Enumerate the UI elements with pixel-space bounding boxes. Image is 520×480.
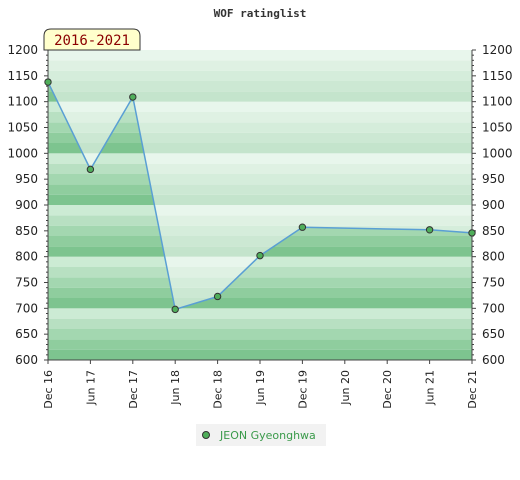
y-tick-label-right: 1200: [482, 43, 513, 57]
band-stripe: [48, 287, 472, 298]
band-stripe: [48, 329, 472, 340]
y-tick-label-left: 600: [15, 353, 38, 367]
x-axis: Dec 16 Jun 17 Dec 17 Jun 18 Dec 18 Jun 19 Dec …: [42, 359, 479, 409]
data-point[interactable]: Jun 19: 802: [256, 251, 264, 260]
band-stripe: [48, 318, 472, 329]
y-tick-label-left: 700: [15, 301, 38, 315]
y-tick-label-left: 900: [15, 198, 38, 212]
data-point[interactable]: Dec 19: 857: [298, 223, 307, 231]
data-point[interactable]: Dec 16: 1138: [44, 78, 52, 86]
x-tick-label: Dec 18: [212, 370, 225, 409]
x-tick-label: Dec 20: [381, 370, 394, 409]
y-tick-label-left: 800: [15, 250, 38, 264]
x-tick-label: Jun 19: [254, 370, 267, 406]
y-tick-label-right: 1050: [482, 121, 513, 135]
data-point[interactable]: Jun 21: 852: [425, 226, 434, 234]
data-point[interactable]: Dec 21: 846: [468, 229, 476, 237]
period-badge-box: [43, 28, 141, 51]
y-tick-label-left: 750: [15, 276, 38, 290]
y-tick-label-left: 650: [15, 327, 38, 341]
y-tick-label-left: 1000: [7, 146, 38, 160]
y-tick-label-left: 850: [15, 224, 38, 238]
band-stripe: [48, 308, 472, 319]
y-tick-label-right: 750: [482, 276, 505, 290]
y-tick-label-right: 1000: [482, 146, 513, 160]
data-point[interactable]: Jun 18: 698: [171, 305, 179, 314]
legend-marker-icon: [202, 431, 210, 439]
y-tick-label-right: 1100: [482, 95, 513, 109]
period-badge: 2016-2021: [43, 28, 141, 51]
y-tick-label-left: 1050: [7, 121, 38, 135]
unfilled-region: [48, 50, 472, 310]
y-tick-label-left: 950: [15, 172, 38, 186]
y-tick-label-right: 600: [482, 353, 505, 367]
y-tick-label-right: 700: [482, 301, 505, 315]
band-stripe: [48, 349, 472, 360]
x-tick-label: Dec 16: [42, 370, 55, 409]
y-tick-label-right: 1150: [482, 69, 513, 83]
x-tick-label: Jun 20: [339, 370, 352, 406]
band-stripe: [48, 339, 472, 350]
x-tick-label: Jun 21: [424, 370, 437, 406]
legend[interactable]: JEON Gyeonghwa: [196, 424, 326, 446]
x-tick-label: Dec 17: [127, 370, 140, 409]
x-tick-label: Jun 17: [84, 370, 97, 406]
legend-label: JEON Gyeonghwa: [219, 429, 316, 442]
x-tick-label: Dec 21: [466, 370, 479, 409]
y-tick-label-left: 1200: [7, 43, 38, 57]
y-tick-label-right: 800: [482, 250, 505, 264]
y-tick-label-right: 900: [482, 198, 505, 212]
data-point[interactable]: Jun 17: 969: [86, 165, 95, 174]
y-tick-label-right: 650: [482, 327, 505, 341]
chart-title: WOF ratinglist: [214, 7, 307, 20]
y-tick-label-left: 1150: [7, 69, 38, 83]
x-tick-label: Dec 19: [296, 370, 309, 409]
y-tick-label-right: 950: [482, 172, 505, 186]
data-point[interactable]: Dec 17: 1109: [129, 93, 137, 101]
y-tick-label-left: 1100: [7, 95, 38, 109]
y-axis-left: 600 650 700 750 800 850 900 950 1000 1050 1100 1150…: [7, 43, 49, 367]
band-stripe: [48, 277, 472, 288]
y-axis-right: 600 650 700 750 800 850 900 950 1000 1050 1100 1150…: [471, 43, 513, 367]
period-badge-label: 2016-2021: [54, 33, 130, 49]
y-tick-label-right: 850: [482, 224, 505, 238]
data-point[interactable]: Dec 18: 723: [213, 292, 222, 301]
band-stripe: [48, 256, 472, 267]
band-stripe: [48, 298, 472, 309]
band-stripe: [48, 267, 472, 278]
data-points: Dec 16: 1138 Jun 17: 969 Dec 17: 1109 Jun 1…: [44, 78, 476, 314]
legend-box: [196, 424, 326, 446]
x-tick-label: Jun 18: [169, 370, 182, 406]
